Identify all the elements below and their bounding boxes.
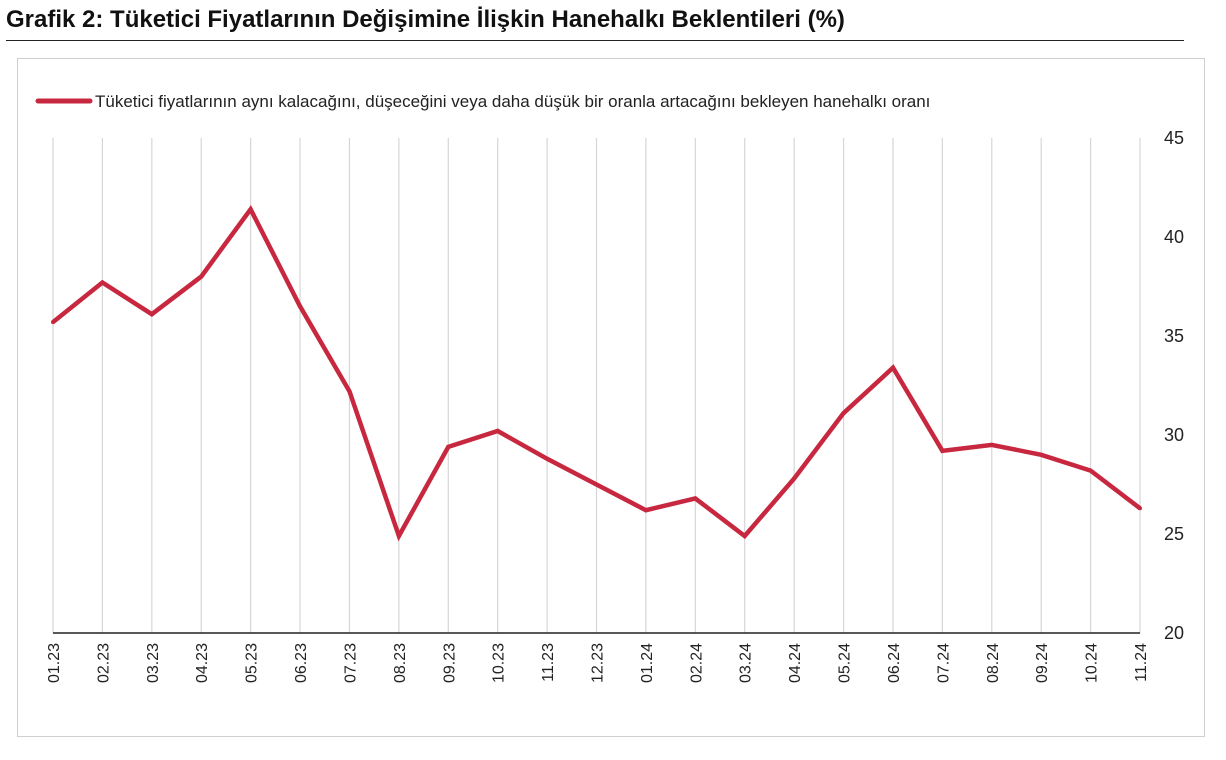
data-point-11.23: [545, 456, 550, 461]
chart-title: Grafik 2: Tüketici Fiyatlarının Değişimi…: [6, 6, 845, 33]
data-point-06.23: [298, 304, 303, 309]
x-tick-05.24: 05.24: [837, 643, 854, 683]
x-tick-06.23: 06.23: [293, 643, 310, 683]
data-point-09.24: [1039, 452, 1044, 457]
x-tick-11.23: 11.23: [540, 643, 557, 682]
x-tick-10.23: 10.23: [491, 643, 508, 683]
y-tick-45: 45: [1164, 128, 1184, 148]
data-point-01.24: [643, 508, 648, 513]
y-axis-ticks: 20 25 30 35 40 45: [1164, 128, 1184, 643]
data-point-05.23: [248, 207, 253, 212]
x-tick-07.24: 07.24: [935, 643, 952, 683]
data-point-10.23: [495, 429, 500, 434]
y-tick-20: 20: [1164, 623, 1184, 643]
data-point-07.23: [347, 389, 352, 394]
data-point-04.23: [199, 274, 204, 279]
x-tick-01.23: 01.23: [46, 643, 63, 683]
x-tick-08.23: 08.23: [392, 643, 409, 683]
y-tick-30: 30: [1164, 425, 1184, 445]
x-tick-07.23: 07.23: [342, 643, 359, 683]
x-tick-02.23: 02.23: [95, 643, 112, 683]
x-tick-09.23: 09.23: [441, 643, 458, 683]
y-tick-40: 40: [1164, 227, 1184, 247]
x-tick-10.24: 10.24: [1084, 643, 1101, 683]
x-tick-08.24: 08.24: [985, 643, 1002, 683]
legend: Tüketici fiyatlarının aynı kalacağını, d…: [35, 92, 930, 111]
x-tick-01.24: 01.24: [639, 643, 656, 683]
chart-frame: [17, 58, 1205, 737]
data-point-02.23: [100, 280, 105, 285]
legend-label: Tüketici fiyatlarının aynı kalacağını, d…: [95, 92, 930, 111]
data-point-10.24: [1088, 468, 1093, 473]
x-tick-04.24: 04.24: [787, 643, 804, 683]
x-tick-03.23: 03.23: [145, 643, 162, 683]
x-axis-ticks: 01.23 02.23 03.23 04.23 05.23 06.23 07.23 08.23…: [46, 643, 1150, 683]
data-point-07.24: [940, 448, 945, 453]
data-point-08.23: [396, 533, 401, 538]
data-point-01.23: [51, 320, 55, 325]
series-layer: [51, 205, 1142, 542]
x-tick-03.24: 03.24: [738, 643, 755, 683]
data-point-03.24: [742, 533, 747, 538]
y-tick-35: 35: [1164, 326, 1184, 346]
data-point-04.24: [792, 476, 797, 481]
data-point-02.24: [693, 496, 698, 501]
data-point-12.23: [594, 482, 599, 487]
data-point-06.24: [890, 365, 895, 370]
x-tick-11.24: 11.24: [1133, 643, 1150, 682]
x-tick-02.24: 02.24: [688, 643, 705, 683]
data-point-11.24: [1138, 506, 1142, 511]
x-tick-06.24: 06.24: [886, 643, 903, 683]
data-point-09.23: [446, 444, 451, 449]
x-tick-12.23: 12.23: [590, 643, 607, 683]
title-divider: [6, 40, 1184, 41]
x-tick-09.24: 09.24: [1034, 643, 1051, 683]
data-point-08.24: [989, 442, 994, 447]
data-point-03.23: [149, 312, 154, 317]
x-tick-04.23: 04.23: [194, 643, 211, 683]
data-point-05.24: [841, 411, 846, 416]
gridlines: [52, 138, 1141, 633]
x-tick-05.23: 05.23: [244, 643, 261, 683]
y-tick-25: 25: [1164, 524, 1184, 544]
